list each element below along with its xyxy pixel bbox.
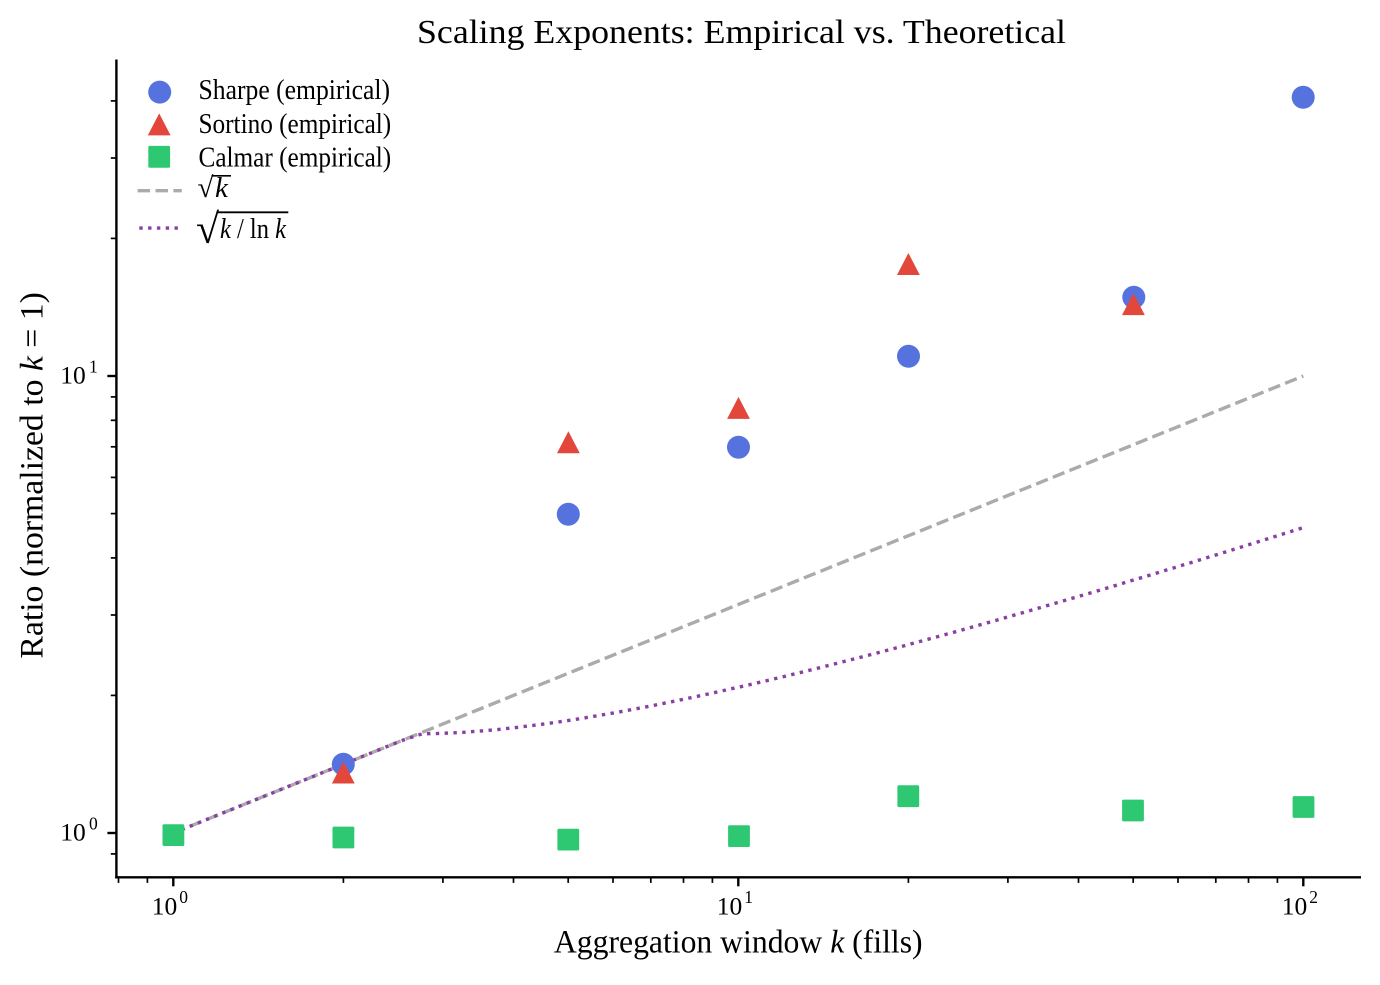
svg-text:Calmar (empirical): Calmar (empirical)	[199, 143, 392, 174]
svg-text:Scaling Exponents: Empirical v: Scaling Exponents: Empirical vs. Theoret…	[417, 14, 1066, 51]
svg-text:√: √	[198, 172, 214, 204]
svg-text:1: 1	[744, 887, 753, 907]
svg-text:Aggregation window k (fills): Aggregation window k (fills)	[554, 924, 923, 960]
svg-text:√: √	[196, 207, 220, 253]
svg-text:10: 10	[152, 892, 178, 921]
svg-text:Sharpe (empirical): Sharpe (empirical)	[199, 75, 391, 106]
svg-text:10: 10	[717, 892, 743, 921]
svg-text:10: 10	[1282, 892, 1308, 921]
svg-text:1: 1	[89, 356, 98, 376]
svg-text:0: 0	[179, 887, 188, 907]
svg-text:k / ln k: k / ln k	[220, 213, 287, 245]
svg-text:0: 0	[89, 813, 98, 833]
svg-text:10: 10	[60, 817, 86, 846]
svg-text:2: 2	[1309, 887, 1318, 907]
svg-text:Ratio (normalized to k = 1): Ratio (normalized to k = 1)	[14, 292, 50, 659]
svg-text:10: 10	[60, 360, 86, 389]
svg-text:Sortino (empirical): Sortino (empirical)	[199, 109, 392, 140]
svg-text:k: k	[215, 172, 229, 204]
